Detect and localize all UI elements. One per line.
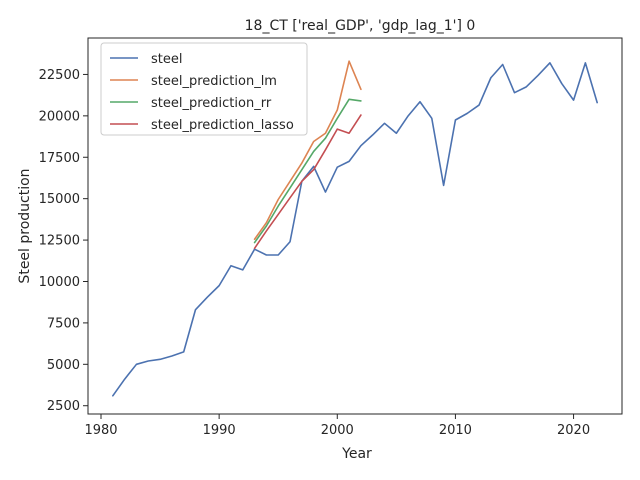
- y-tick-label: 12500: [39, 234, 80, 249]
- x-tick-label: 1980: [84, 423, 117, 438]
- y-axis-title: Steel production: [17, 168, 33, 283]
- legend-label-steel: steel: [151, 52, 182, 67]
- x-tick-label: 2020: [557, 423, 590, 438]
- series-line-steel: [112, 62, 598, 397]
- legend-items: steel steel_prediction_lm steel_prediction…: [110, 52, 294, 133]
- legend-label-steel_prediction_lm: steel_prediction_lm: [151, 74, 277, 89]
- series-line-steel_prediction_rr: [253, 98, 362, 244]
- x-axis-title: Year: [341, 446, 372, 462]
- plot-frame: [87, 37, 623, 415]
- chart-title: 18_CT ['real_GDP', 'gdp_lag_1'] 0: [245, 18, 476, 34]
- y-tick-label: 22500: [39, 68, 80, 83]
- y-axis-ticks: 2500 5000 7500 10000 12500 15000 17500 20000 225…: [39, 68, 88, 414]
- series-lines: [112, 60, 598, 397]
- x-axis-ticks: 1980 1990 2000 2010 2020: [84, 414, 590, 438]
- series-line-steel_prediction_lasso: [253, 114, 362, 250]
- y-tick-label: 20000: [39, 109, 80, 124]
- y-tick-label: 17500: [39, 151, 80, 166]
- x-tick-label: 2000: [321, 423, 354, 438]
- legend: steel steel_prediction_lm steel_prediction…: [100, 42, 308, 136]
- legend-label-steel_prediction_rr: steel_prediction_rr: [151, 96, 272, 111]
- y-tick-label: 5000: [47, 358, 80, 373]
- y-tick-label: 15000: [39, 192, 80, 207]
- x-tick-label: 2010: [439, 423, 472, 438]
- y-tick-label: 10000: [39, 275, 80, 290]
- y-tick-label: 7500: [47, 316, 80, 331]
- legend-label-steel_prediction_lasso: steel_prediction_lasso: [151, 118, 294, 133]
- series-line-steel_prediction_lm: [253, 60, 362, 241]
- y-tick-label: 2500: [47, 399, 80, 414]
- x-tick-label: 1990: [203, 423, 236, 438]
- legend-box: [100, 42, 308, 136]
